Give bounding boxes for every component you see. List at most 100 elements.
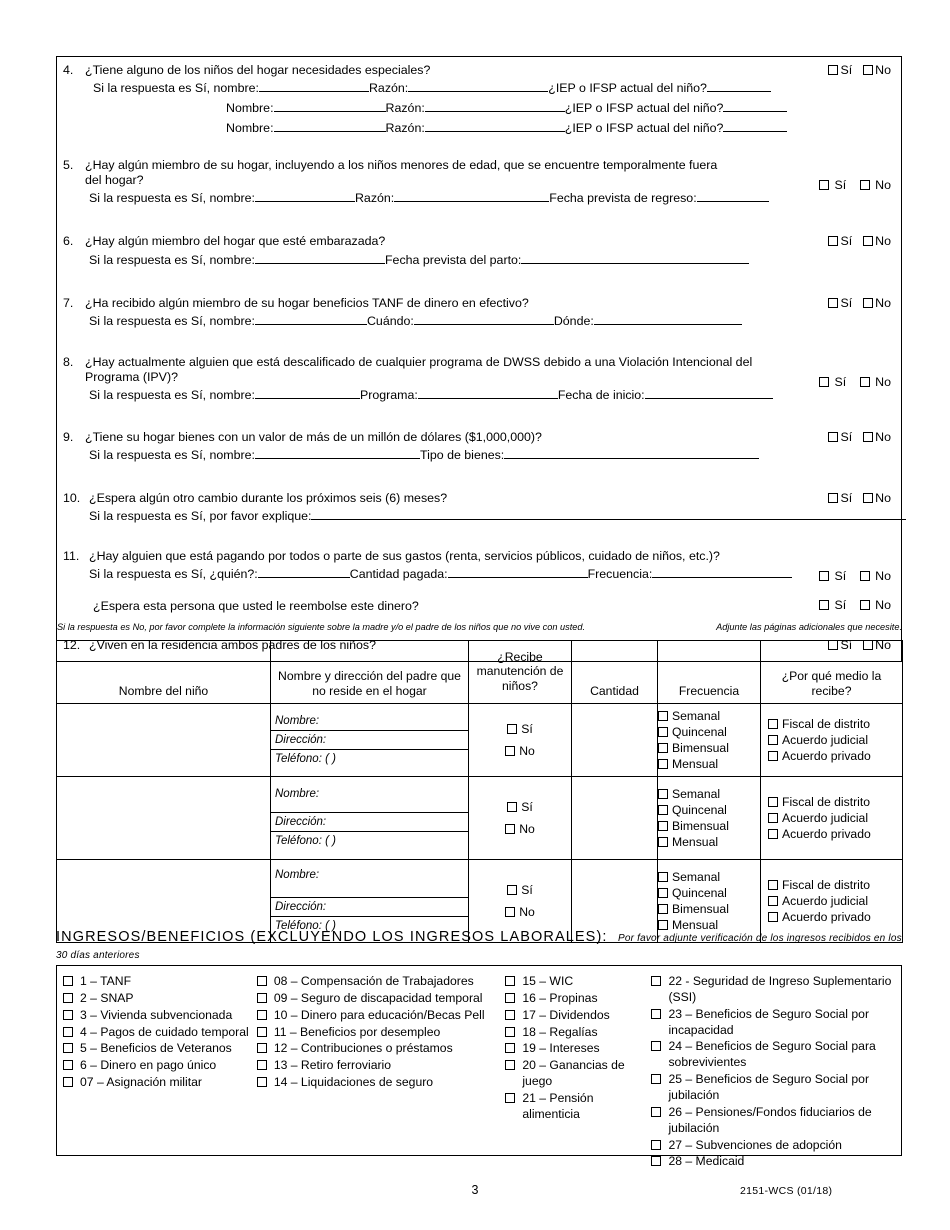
row1-parent-name[interactable]: Nombre:	[271, 712, 468, 731]
income-option-16-checkbox[interactable]	[505, 992, 516, 1003]
question-7-sub-input-a[interactable]	[254, 311, 367, 325]
income-option-8-checkbox[interactable]	[256, 976, 267, 986]
row2-parent-address[interactable]: Dirección:	[271, 813, 468, 832]
question-8-yes-checkbox[interactable]	[819, 376, 830, 387]
row2-freq-bimensual-checkbox[interactable]	[658, 821, 668, 831]
row3-support-yes-checkbox[interactable]	[507, 885, 518, 896]
row1-child-name-cell[interactable]	[56, 703, 271, 777]
row1-parent-address[interactable]: Dirección:	[271, 731, 468, 750]
question-5-sub-input-c[interactable]	[696, 188, 769, 203]
income-option-26-checkbox[interactable]	[651, 1106, 662, 1117]
row2-freq-semanal-checkbox[interactable]	[658, 788, 668, 799]
row2-freq-quincenal-checkbox[interactable]	[658, 804, 668, 815]
question-9-sub-input-a[interactable]	[254, 445, 420, 460]
row1-amount-cell[interactable]	[571, 703, 658, 777]
question-6-no-checkbox[interactable]	[863, 236, 874, 247]
question-11-sub-input-b[interactable]	[447, 564, 588, 579]
row3-support-no-checkbox[interactable]	[505, 906, 516, 917]
question-4-sub2-input-c[interactable]	[723, 98, 788, 113]
income-option-1-checkbox[interactable]	[63, 976, 73, 986]
question-4-sub2-input-a[interactable]	[273, 98, 386, 113]
row3-freq-quincenal-checkbox[interactable]	[658, 887, 668, 898]
question-7-no-checkbox[interactable]	[863, 297, 874, 308]
income-option-28-checkbox[interactable]	[651, 1156, 662, 1167]
question-4-no-checkbox[interactable]	[863, 65, 874, 75]
question-10-sub-input-a[interactable]	[311, 506, 907, 521]
question-4-sub3-input-b[interactable]	[424, 118, 565, 133]
income-option-17-checkbox[interactable]	[505, 1009, 516, 1020]
income-option-25-checkbox[interactable]	[651, 1074, 662, 1085]
income-option-23-checkbox[interactable]	[651, 1008, 662, 1019]
row3-freq-mensual-checkbox[interactable]	[658, 920, 668, 931]
row2-method-fiscal-checkbox[interactable]	[768, 796, 778, 807]
income-option-5-checkbox[interactable]	[63, 1043, 73, 1054]
row1-freq-quincenal-checkbox[interactable]	[658, 726, 668, 737]
row1-support-yes-checkbox[interactable]	[507, 724, 518, 735]
question-7-yes-checkbox[interactable]	[828, 297, 839, 308]
row3-child-name-cell[interactable]	[56, 859, 271, 943]
income-option-3-checkbox[interactable]	[63, 1009, 73, 1020]
question-11-no-checkbox[interactable]	[860, 571, 871, 582]
question-11-followup-yes-checkbox[interactable]	[819, 600, 830, 611]
question-5-sub-input-a[interactable]	[254, 188, 355, 203]
row1-support-no-checkbox[interactable]	[505, 745, 516, 756]
income-option-6-checkbox[interactable]	[63, 1060, 73, 1071]
income-option-14-checkbox[interactable]	[256, 1077, 267, 1088]
row2-method-privado-checkbox[interactable]	[768, 829, 778, 840]
question-10-yes-checkbox[interactable]	[828, 493, 839, 503]
question-5-sub-input-b[interactable]	[394, 188, 550, 203]
row3-method-fiscal-checkbox[interactable]	[768, 879, 778, 890]
income-option-12-checkbox[interactable]	[256, 1043, 267, 1054]
question-7-sub-input-b[interactable]	[413, 311, 554, 325]
row2-freq-mensual-checkbox[interactable]	[658, 837, 668, 848]
row1-freq-semanal-checkbox[interactable]	[658, 710, 668, 721]
income-option-27-checkbox[interactable]	[651, 1139, 662, 1150]
row3-method-privado-checkbox[interactable]	[768, 912, 778, 923]
row3-freq-semanal-checkbox[interactable]	[658, 871, 668, 882]
row1-method-privado-checkbox[interactable]	[768, 751, 778, 762]
question-4-sub1-input-c[interactable]	[706, 78, 771, 93]
row3-parent-phone[interactable]: Teléfono: ( )	[275, 920, 336, 932]
question-6-yes-checkbox[interactable]	[828, 236, 839, 247]
income-option-22-checkbox[interactable]	[651, 976, 662, 986]
question-6-sub-input-b[interactable]	[521, 250, 750, 264]
row2-support-yes-checkbox[interactable]	[507, 802, 518, 813]
row1-freq-mensual-checkbox[interactable]	[658, 759, 668, 770]
row2-child-name-cell[interactable]	[56, 776, 271, 860]
income-option-20-checkbox[interactable]	[505, 1060, 516, 1071]
question-4-sub2-input-b[interactable]	[424, 98, 565, 113]
income-option-2-checkbox[interactable]	[63, 992, 73, 1003]
question-4-sub3-input-a[interactable]	[273, 118, 386, 133]
row2-support-no-checkbox[interactable]	[505, 823, 516, 834]
question-4-sub1-input-a[interactable]	[258, 78, 369, 93]
row2-parent-name[interactable]: Nombre:	[271, 785, 468, 813]
row2-parent-phone[interactable]: Teléfono: ( )	[275, 835, 336, 847]
row3-method-judicial-checkbox[interactable]	[768, 895, 778, 906]
question-9-sub-input-b[interactable]	[504, 445, 760, 460]
row3-amount-cell[interactable]	[571, 859, 658, 943]
row1-parent-phone[interactable]: Teléfono: ( )	[275, 752, 336, 765]
question-4-yes-checkbox[interactable]	[828, 65, 839, 75]
question-8-sub-input-b[interactable]	[417, 385, 558, 399]
question-5-yes-checkbox[interactable]	[819, 180, 830, 191]
income-option-15-checkbox[interactable]	[505, 976, 516, 986]
row3-freq-bimensual-checkbox[interactable]	[658, 904, 668, 914]
question-9-yes-checkbox[interactable]	[828, 431, 839, 442]
row1-method-judicial-checkbox[interactable]	[768, 734, 778, 745]
question-6-sub-input-a[interactable]	[254, 250, 385, 264]
income-option-18-checkbox[interactable]	[505, 1026, 516, 1037]
question-8-no-checkbox[interactable]	[860, 376, 871, 387]
income-option-11-checkbox[interactable]	[256, 1026, 267, 1037]
question-11-sub-input-a[interactable]	[257, 564, 350, 579]
income-option-4-checkbox[interactable]	[63, 1026, 73, 1037]
income-option-9-checkbox[interactable]	[256, 992, 267, 1003]
row2-method-judicial-checkbox[interactable]	[768, 812, 778, 823]
row2-amount-cell[interactable]	[571, 776, 658, 860]
income-option-10-checkbox[interactable]	[256, 1009, 267, 1020]
row1-method-fiscal-checkbox[interactable]	[768, 718, 778, 729]
question-5-no-checkbox[interactable]	[860, 180, 871, 191]
question-4-sub3-input-c[interactable]	[723, 118, 788, 133]
question-10-no-checkbox[interactable]	[863, 493, 874, 503]
question-11-yes-checkbox[interactable]	[819, 571, 830, 582]
question-7-sub-input-c[interactable]	[593, 311, 742, 325]
